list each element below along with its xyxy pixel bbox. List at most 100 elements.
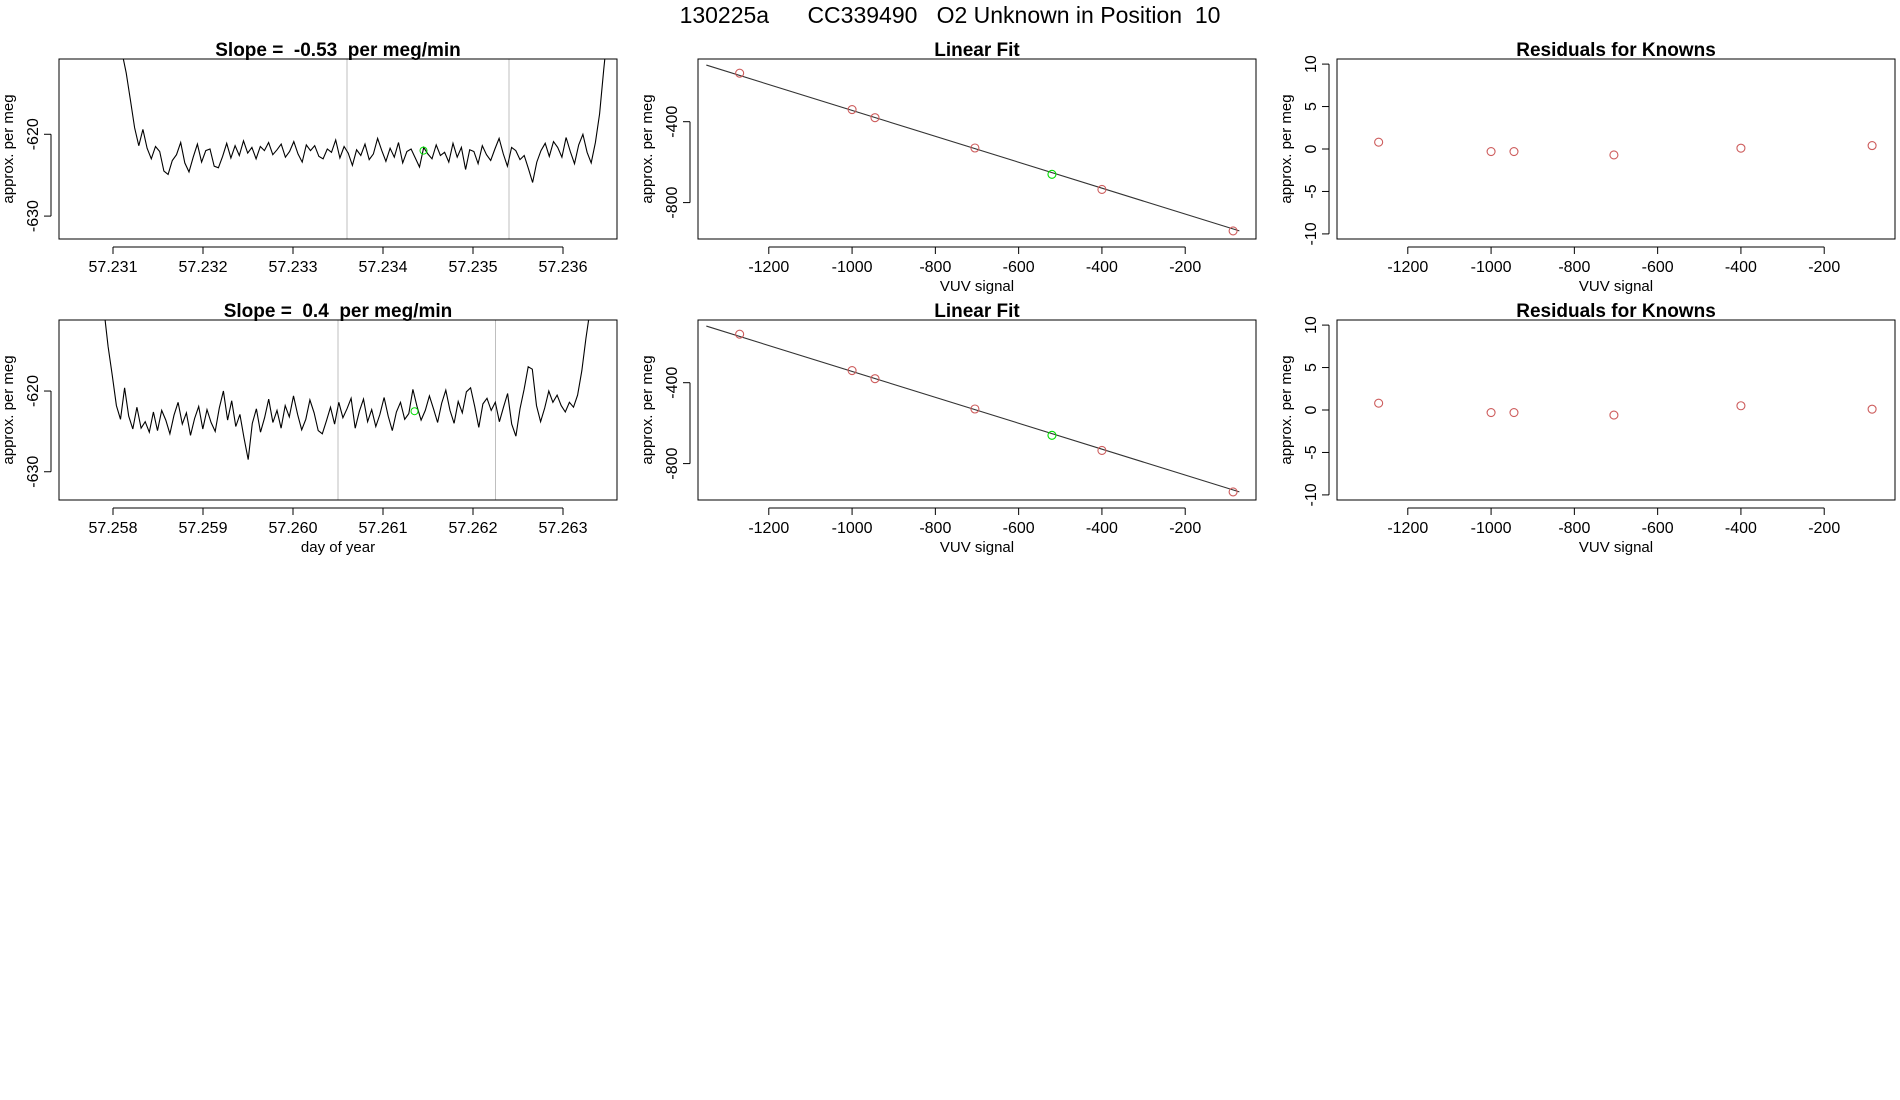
x-tick-label: -800	[1558, 520, 1590, 537]
x-tick-label: -200	[1169, 259, 1201, 276]
known-point	[1609, 410, 1619, 420]
x-tick-label: -800	[1558, 259, 1590, 276]
x-tick-label: -200	[1808, 259, 1840, 276]
known-point	[1509, 407, 1519, 418]
x-tick-label: -1000	[832, 259, 873, 276]
chart-panel-2: -1200 -1000 -800 -600 -400 -200 -800 -400 approx…	[639, 40, 1257, 295]
plot-frame	[58, 58, 618, 240]
x-tick-label: -800	[919, 520, 951, 537]
x-tick-label: 57.261	[359, 520, 408, 537]
x-axis-label: VUV signal	[1579, 539, 1653, 556]
chart-title: Slope = -0.53 per meg/min	[215, 40, 461, 61]
plot-area	[122, 59, 606, 239]
y-tick-label: -10	[1303, 483, 1320, 506]
known-point	[870, 113, 880, 123]
x-tick-label: -600	[1642, 259, 1674, 276]
plot-frame	[58, 319, 618, 501]
chart-title: Linear Fit	[934, 301, 1020, 322]
x-tick-label: -400	[1725, 259, 1757, 276]
x-tick-label: -800	[919, 259, 951, 276]
x-tick-label: -400	[1725, 520, 1757, 537]
x-tick-label: 57.235	[449, 259, 498, 276]
plot-frame	[1336, 58, 1896, 240]
y-tick-label: 0	[1303, 405, 1320, 414]
y-tick-label: -800	[664, 447, 681, 479]
plot-area	[1374, 398, 1877, 420]
y-tick-label: -800	[664, 186, 681, 218]
plot-area	[104, 320, 590, 500]
y-tick-label: 10	[1303, 55, 1320, 73]
known-point	[1374, 398, 1384, 408]
fit-line	[706, 325, 1240, 493]
unknown-point	[410, 407, 419, 416]
known-point	[1509, 146, 1519, 157]
series-line	[122, 59, 606, 183]
x-tick-label: 57.259	[179, 520, 228, 537]
x-tick-label: -1200	[748, 520, 789, 537]
x-tick-label: 57.262	[449, 520, 498, 537]
x-tick-label: -200	[1808, 520, 1840, 537]
known-point	[1486, 407, 1496, 418]
known-point	[1609, 150, 1619, 160]
y-tick-label: -400	[664, 367, 681, 399]
x-tick-label: -400	[1086, 520, 1118, 537]
known-point	[1736, 143, 1746, 153]
chart-panel-4: 57.258 57.259 57.260 57.261 57.262 57.263 -630…	[0, 301, 618, 556]
plot-frame	[697, 58, 1257, 240]
series-line	[104, 320, 590, 460]
chart-panel-1: 57.231 57.232 57.233 57.234 57.235 57.236 -630…	[0, 40, 618, 276]
x-tick-label: -400	[1086, 259, 1118, 276]
x-tick-label: -1000	[1471, 520, 1512, 537]
x-tick-label: -600	[1003, 520, 1035, 537]
y-tick-label: 5	[1303, 102, 1320, 111]
x-tick-label: -1200	[1387, 259, 1428, 276]
y-axis-label: approx. per meg	[0, 94, 17, 203]
x-axis-label: VUV signal	[1579, 278, 1653, 295]
plot-frame	[697, 319, 1257, 501]
y-tick-label: -620	[25, 375, 42, 407]
unknown-point	[419, 146, 428, 155]
plot-area	[706, 64, 1240, 236]
x-tick-label: -600	[1003, 259, 1035, 276]
y-axis-label: approx. per meg	[639, 355, 656, 464]
y-tick-label: -5	[1303, 184, 1320, 198]
x-tick-label: 57.232	[179, 259, 228, 276]
y-tick-label: 5	[1303, 363, 1320, 372]
chart-panel-5: -1200 -1000 -800 -600 -400 -200 -800 -400 approx…	[639, 301, 1257, 556]
page-title: 130225a CC339490 O2 Unknown in Position …	[679, 2, 1221, 28]
y-axis-label: approx. per meg	[1278, 355, 1295, 464]
x-tick-label: -1200	[748, 259, 789, 276]
unknown-point	[1047, 169, 1057, 179]
y-tick-label: -400	[664, 106, 681, 138]
known-point	[1736, 401, 1746, 411]
x-tick-label: -200	[1169, 520, 1201, 537]
known-point	[735, 68, 745, 78]
x-axis-label: VUV signal	[940, 278, 1014, 295]
x-axis-label: day of year	[301, 539, 375, 556]
x-tick-label: 57.263	[539, 520, 588, 537]
known-point	[1228, 226, 1238, 236]
x-tick-label: 57.236	[539, 259, 588, 276]
known-point	[1228, 487, 1238, 497]
chart-title: Slope = 0.4 per meg/min	[224, 301, 453, 322]
plot-area	[706, 325, 1240, 497]
plot-area	[1374, 137, 1877, 160]
known-point	[1374, 137, 1384, 147]
chart-title: Residuals for Knowns	[1516, 40, 1716, 61]
y-axis-label: approx. per meg	[1278, 94, 1295, 203]
chart-panel-6: -1200 -1000 -800 -600 -400 -200 -10 -5 0 5 10 appro…	[1278, 301, 1896, 556]
y-tick-label: 10	[1303, 316, 1320, 334]
y-tick-label: -620	[25, 118, 42, 150]
known-point	[735, 329, 745, 339]
known-point	[970, 143, 980, 153]
y-axis-label: approx. per meg	[639, 94, 656, 203]
x-tick-label: -600	[1642, 520, 1674, 537]
chart-title: Linear Fit	[934, 40, 1020, 61]
unknown-point	[1047, 430, 1057, 440]
plot-frame	[1336, 319, 1896, 501]
x-tick-label: -1200	[1387, 520, 1428, 537]
x-tick-label: -1000	[1471, 259, 1512, 276]
x-tick-label: -1000	[832, 520, 873, 537]
known-point	[847, 105, 857, 115]
